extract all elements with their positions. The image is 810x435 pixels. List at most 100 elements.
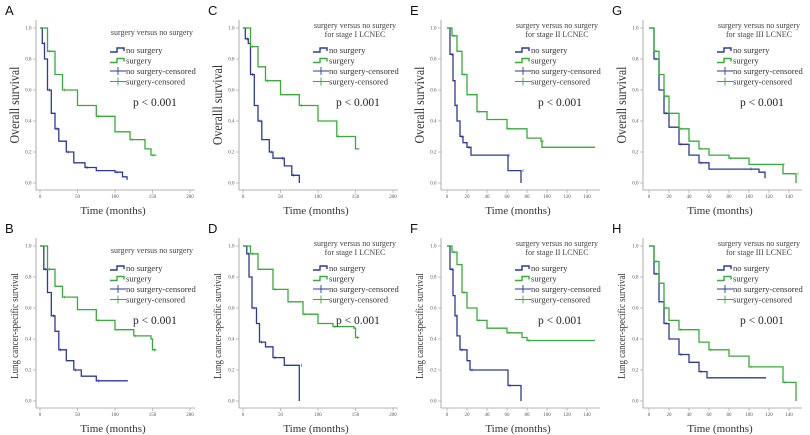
legend-title: surgery versus no surgery (516, 21, 598, 30)
y-tick-label: 0.0 (25, 400, 32, 405)
curve-no-surgery (243, 27, 300, 183)
legend-title: surgery versus no surgery (516, 239, 598, 248)
legend-censor-icon (717, 285, 733, 293)
panel-label: C (208, 3, 217, 18)
legend-title: surgery versus no surgery (718, 21, 800, 30)
y-tick-label: 0.4 (25, 338, 32, 343)
x-tick-label: 150 (149, 413, 157, 418)
curve-no-surgery (447, 245, 522, 401)
y-tick-label: 0.0 (430, 182, 437, 187)
curve-no-surgery (40, 245, 128, 382)
x-tick-label: 140 (583, 413, 591, 418)
legend-item-label: surgery-censored (329, 77, 389, 87)
curve-surgery (243, 245, 360, 339)
legend-item-label: surgery (329, 56, 355, 66)
x-tick-label: 100 (543, 413, 551, 418)
x-tick-label: 20 (465, 195, 471, 200)
x-axis-label: Time (months) (687, 423, 753, 435)
legend-item-label: no surgery-censored (329, 66, 399, 76)
legend-censor-icon (717, 77, 733, 86)
legend-line-icon (313, 275, 328, 282)
x-tick-label: 80 (727, 413, 733, 418)
panel-f: F 0.0 0.2 0.4 0.6 0.8 1.0 0 20 40 60 80 100 120 140 Lun… (405, 218, 608, 435)
y-tick-label: 1.0 (228, 245, 235, 250)
legend-censor-icon (515, 285, 531, 293)
x-tick-label: 60 (707, 413, 713, 418)
legend-title: for stage III LCNEC (726, 30, 792, 39)
y-tick-label: 1.0 (25, 245, 32, 250)
legend-item-label: no surgery (329, 45, 366, 55)
x-tick-label: 100 (314, 413, 322, 418)
panel-label: G (612, 3, 622, 18)
y-tick-label: 0.2 (228, 151, 235, 156)
km-plot: E 0.0 0.2 0.4 0.6 0.8 1.0 0 20 40 60 80 100 120 140 Ove… (410, 3, 601, 217)
legend-censor-icon (515, 295, 531, 304)
y-tick-label: 0.6 (430, 89, 437, 94)
x-tick-label: 40 (687, 413, 693, 418)
legend-line-icon (313, 57, 328, 64)
panel-h: H 0.0 0.2 0.4 0.6 0.8 1.0 0 20 40 60 80 100 120 140 Lun… (607, 218, 810, 435)
x-tick-label: 200 (186, 195, 194, 200)
legend-item-label: surgery-censored (126, 77, 186, 87)
km-plot: D 0.0 0.2 0.4 0.6 0.8 1.0 0 50 100 150 200 Lung canc… (208, 221, 399, 435)
x-tick-label: 0 (39, 195, 42, 200)
legend-item-label: no surgery-censored (126, 66, 196, 76)
x-tick-label: 40 (687, 195, 693, 200)
y-tick-label: 0.4 (430, 338, 437, 343)
x-tick-label: 50 (75, 195, 81, 200)
x-tick-label: 20 (667, 195, 673, 200)
y-axis-label: Overall survival (613, 66, 629, 143)
x-tick-label: 100 (745, 195, 753, 200)
x-tick-label: 150 (352, 413, 360, 418)
y-tick-label: 0.8 (632, 58, 639, 63)
x-tick-label: 40 (485, 413, 491, 418)
x-tick-label: 60 (505, 413, 511, 418)
y-axis-label: Lung cancer-specific survival (212, 273, 224, 379)
y-tick-label: 0.6 (632, 307, 639, 312)
y-tick-label: 0.6 (25, 89, 32, 94)
p-value: p < 0.001 (336, 97, 380, 109)
legend-censor-icon (515, 67, 531, 75)
x-tick-label: 140 (785, 195, 793, 200)
x-axis-label: Time (months) (687, 205, 753, 217)
x-tick-label: 150 (352, 195, 360, 200)
x-axis-label: Time (months) (485, 205, 551, 217)
panel-label: D (208, 221, 217, 236)
x-tick-label: 120 (563, 413, 571, 418)
x-tick-label: 0 (446, 413, 449, 418)
x-tick-label: 140 (583, 195, 591, 200)
x-tick-label: 140 (785, 413, 793, 418)
y-tick-label: 0.8 (25, 58, 32, 63)
x-tick-label: 80 (525, 413, 531, 418)
y-tick-label: 0.2 (632, 369, 639, 374)
km-plot: C 0.0 0.2 0.4 0.6 0.8 1.0 0 50 100 150 200 Overalll … (208, 3, 399, 217)
legend-title: for stage I LCNEC (325, 30, 386, 39)
y-tick-label: 0.4 (632, 338, 639, 343)
y-tick-label: 0.0 (228, 400, 235, 405)
legend-censor-icon (110, 295, 126, 304)
x-tick-label: 0 (242, 195, 245, 200)
legend-title: surgery versus no surgery (314, 239, 396, 248)
x-tick-label: 60 (505, 195, 511, 200)
panel-d: D 0.0 0.2 0.4 0.6 0.8 1.0 0 50 100 150 200 Lung canc… (203, 218, 406, 435)
y-tick-label: 0.8 (430, 276, 437, 281)
x-tick-label: 120 (765, 413, 773, 418)
legend-line-icon (313, 47, 328, 53)
legend-item-label: surgery (531, 56, 557, 66)
legend-line-icon (110, 57, 125, 64)
curve-surgery (447, 245, 595, 342)
legend-censor-icon (717, 67, 733, 75)
legend-censor-icon (110, 67, 126, 75)
x-tick-label: 0 (446, 195, 449, 200)
y-tick-label: 0.2 (25, 369, 32, 374)
y-tick-label: 0.2 (632, 151, 639, 156)
legend-item-label: no surgery-censored (733, 66, 803, 76)
x-tick-label: 80 (525, 195, 531, 200)
y-tick-label: 0.0 (632, 400, 639, 405)
x-tick-label: 100 (745, 413, 753, 418)
x-tick-label: 20 (667, 413, 673, 418)
legend-line-icon (515, 47, 530, 53)
panel-label: B (5, 221, 14, 236)
x-axis-label: Time (months) (80, 423, 146, 435)
y-tick-label: 0.4 (632, 120, 639, 125)
